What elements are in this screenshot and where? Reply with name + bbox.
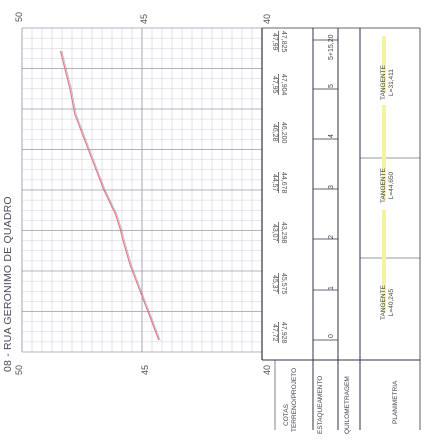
elev-projeto: 45,37 [271, 274, 278, 293]
axis-label-bottom-40: 40 [262, 364, 272, 375]
elevation-station-end: 47,825 47,99 [270, 31, 287, 53]
elev-terreno: 43,298 [278, 222, 287, 244]
elev-terreno: 47,928 [278, 322, 287, 344]
profile-title: 08 - RUA GERONIMO DE QUADRO [2, 196, 14, 372]
elev-projeto: 46,28 [271, 123, 278, 142]
table-frame [261, 27, 421, 430]
tangent-label-2: TANGENTE L=44,650 [380, 168, 396, 203]
elevation-station-1: 45,575 45,37 [270, 273, 287, 295]
elevation-station-5: 47,904 47,95 [270, 74, 287, 96]
axis-label-top-45: 45 [139, 13, 149, 24]
profile-grid [21, 27, 263, 353]
elevation-station-2: 43,298 43,07 [270, 222, 287, 244]
tangent-length: L=44,650 [388, 171, 395, 200]
station-number-5: 5 [328, 84, 335, 88]
row-label-estaqueamento: ESTAQUEAMENTO [317, 375, 324, 434]
row-label-quilometragem: QUILOMETRAGEM [344, 376, 351, 434]
elev-projeto: 47,72 [271, 323, 278, 342]
row-label-cotas-1: COTAS [283, 404, 290, 426]
elevation-station-4: 46,200 46,28 [270, 122, 287, 144]
tangent-name: TANGENTE [380, 168, 387, 203]
tangent-label-1: TANGENTE L=40,245 [380, 285, 396, 320]
station-number-end: 5+15,20 [328, 34, 335, 61]
elev-projeto: 43,07 [271, 223, 278, 242]
profile-line [59, 50, 160, 341]
tangent-name: TANGENTE [380, 65, 387, 100]
elevation-station-0: 47,928 47,72 [270, 322, 287, 344]
axis-label-bottom-45: 45 [140, 364, 150, 375]
station-number-0: 0 [328, 334, 335, 338]
row-label-planimetria: PLANIMETRIA [392, 380, 399, 424]
axis-label-top-40: 40 [262, 13, 272, 24]
terrain-line [61, 51, 161, 341]
station-number-2: 2 [328, 235, 335, 239]
axis-label-top-50: 50 [14, 11, 24, 22]
tangent-name: TANGENTE [380, 285, 387, 320]
axis-label-bottom-50: 50 [14, 364, 24, 375]
station-number-1: 1 [328, 286, 335, 290]
tangent-length: L=40,245 [388, 288, 395, 317]
elev-terreno: 47,904 [278, 74, 287, 96]
station-number-4: 4 [328, 134, 335, 138]
elev-terreno: 46,200 [278, 122, 287, 144]
elev-terreno: 45,575 [278, 273, 287, 295]
elev-projeto: 44,57 [271, 173, 278, 192]
station-number-3: 3 [328, 185, 335, 189]
elevation-station-3: 44,678 44,57 [270, 172, 287, 194]
elev-projeto: 47,95 [271, 75, 278, 94]
elev-terreno: 44,678 [278, 172, 287, 194]
row-label-cotas-2: TERRENO/PROJETO [291, 367, 298, 432]
profile-curves [59, 50, 161, 341]
tangent-length: L=31,411 [388, 69, 395, 96]
tangent-label-3: TANGENTE L=31,411 [380, 65, 396, 100]
elev-projeto: 47,99 [271, 32, 278, 51]
elev-terreno: 47,825 [278, 31, 287, 53]
